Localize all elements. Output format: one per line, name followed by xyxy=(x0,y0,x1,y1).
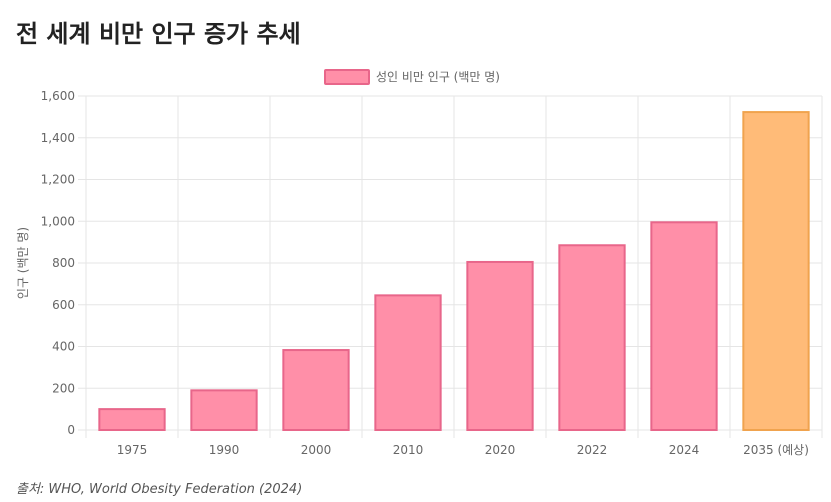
bar[interactable] xyxy=(282,349,350,431)
bar[interactable] xyxy=(374,294,442,431)
bar-forecast[interactable] xyxy=(742,111,810,431)
grid-layer xyxy=(78,95,823,438)
x-tick-label: 2024 xyxy=(669,443,700,457)
bar[interactable] xyxy=(466,260,534,431)
page-title: 전 세계 비만 인구 증가 추세 xyxy=(16,20,301,48)
y-tick-label: 1,400 xyxy=(41,131,75,145)
bar[interactable] xyxy=(98,408,166,431)
y-tick-label: 1,600 xyxy=(41,89,75,103)
x-tick-label: 2010 xyxy=(393,443,424,457)
x-tick-label: 1975 xyxy=(117,443,148,457)
source-note: 출처: WHO, World Obesity Federation (2024) xyxy=(16,482,303,497)
legend-label[interactable]: 성인 비만 인구 (백만 명) xyxy=(376,70,500,84)
bar[interactable] xyxy=(190,389,258,431)
legend-swatch[interactable] xyxy=(324,69,370,85)
chart-container: 0 200 400 600 800 1,000 1,200 1,400 1,600 1975 19… xyxy=(0,60,831,465)
y-tick-label: 800 xyxy=(52,256,75,270)
y-tick-label: 600 xyxy=(52,298,75,312)
y-tick-label: 400 xyxy=(52,340,75,354)
bar[interactable] xyxy=(558,244,626,431)
y-tick-label: 1,000 xyxy=(41,214,75,228)
y-tick-label: 0 xyxy=(67,423,75,437)
legend[interactable]: 성인 비만 인구 (백만 명) xyxy=(324,69,500,85)
bar-layer xyxy=(98,111,810,431)
x-tick-label: 2035 (예상) xyxy=(743,443,809,457)
x-tick-label: 1990 xyxy=(209,443,240,457)
x-axis-ticks: 1975 1990 2000 2010 2020 2022 2024 2035 (예상) xyxy=(117,443,809,457)
x-tick-label: 2000 xyxy=(301,443,332,457)
y-axis-ticks: 0 200 400 600 800 1,000 1,200 1,400 1,600 xyxy=(41,89,75,437)
x-tick-label: 2022 xyxy=(577,443,608,457)
x-tick-label: 2020 xyxy=(485,443,516,457)
y-tick-label: 1,200 xyxy=(41,173,75,187)
y-tick-label: 200 xyxy=(52,381,75,395)
bar[interactable] xyxy=(650,221,718,431)
y-axis-title: 인구 (백만 명) xyxy=(16,227,30,299)
